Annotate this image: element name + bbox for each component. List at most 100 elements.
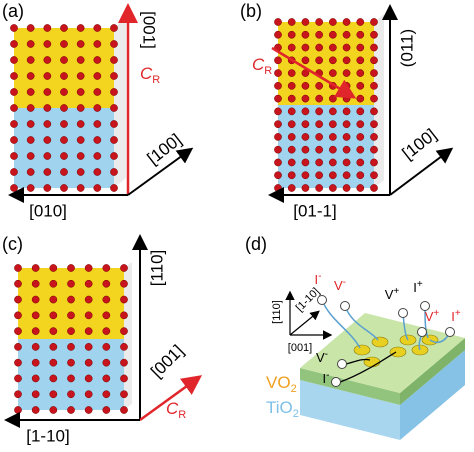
atom xyxy=(26,56,35,64)
atom xyxy=(342,171,351,180)
atom xyxy=(49,374,58,383)
probe-symbol: V xyxy=(316,350,325,365)
atom xyxy=(301,158,310,167)
atom xyxy=(76,24,85,32)
atom xyxy=(31,327,40,335)
atom xyxy=(31,406,40,414)
cr-label: CR xyxy=(252,55,272,76)
axis-label: [01-1] xyxy=(293,201,336,220)
crystal xyxy=(10,18,126,192)
atom xyxy=(356,30,365,39)
probe-label: V- xyxy=(316,349,328,366)
atom xyxy=(67,264,75,272)
atom xyxy=(120,343,128,351)
atom xyxy=(356,171,365,180)
atom xyxy=(102,264,111,272)
atom xyxy=(315,18,323,26)
atom xyxy=(301,184,310,192)
atom xyxy=(370,94,378,103)
atom xyxy=(10,24,18,32)
atom xyxy=(110,104,118,112)
atom xyxy=(301,18,310,26)
atom xyxy=(60,136,68,144)
atom xyxy=(315,145,323,154)
atom xyxy=(60,24,68,32)
atom xyxy=(60,56,68,64)
atom xyxy=(356,18,365,26)
atom xyxy=(342,18,351,26)
atom xyxy=(274,30,282,39)
atom xyxy=(329,56,337,65)
atom xyxy=(110,24,118,32)
atom xyxy=(43,72,52,80)
atom xyxy=(60,40,68,48)
atom xyxy=(370,56,378,65)
atom xyxy=(84,406,93,414)
atom xyxy=(10,40,18,48)
atom xyxy=(301,107,310,116)
atom xyxy=(14,374,22,383)
axis-label: [100] xyxy=(144,130,185,168)
probe-symbol: V xyxy=(334,278,343,293)
atom xyxy=(329,133,337,141)
atom xyxy=(287,107,296,116)
atom xyxy=(76,56,85,64)
atom xyxy=(26,184,35,192)
atom xyxy=(26,152,35,160)
cr-label: CR xyxy=(166,399,186,420)
atom xyxy=(102,279,111,288)
atom xyxy=(43,56,52,64)
probe-label: I- xyxy=(323,370,330,387)
probe-labels: I-V-V+ I+V+ I+V-I- xyxy=(315,271,461,387)
atom xyxy=(315,30,323,39)
crystal xyxy=(274,14,384,192)
atom xyxy=(10,56,18,64)
axis-label: [1-10] xyxy=(26,426,69,445)
atom xyxy=(329,94,337,103)
atom xyxy=(26,120,35,128)
probe-label: V+ xyxy=(385,286,400,303)
atom xyxy=(315,43,323,52)
atom xyxy=(342,30,351,39)
atom xyxy=(301,171,310,180)
atom xyxy=(102,374,111,383)
atom xyxy=(60,152,68,160)
atom xyxy=(26,168,35,176)
atom xyxy=(120,311,128,320)
probe-sign: + xyxy=(417,279,423,290)
atom xyxy=(76,88,85,96)
atom xyxy=(26,136,35,144)
atom xyxy=(329,145,337,154)
atom xyxy=(31,311,40,320)
atom xyxy=(49,311,58,320)
atom xyxy=(102,343,111,351)
atom xyxy=(84,327,93,335)
atom xyxy=(120,390,128,399)
layer-label: VO2 xyxy=(266,373,297,394)
atom xyxy=(76,152,85,160)
atom xyxy=(93,104,102,112)
atom xyxy=(356,107,365,116)
atom xyxy=(93,168,102,176)
atom xyxy=(31,295,40,304)
atom xyxy=(93,24,102,32)
probe-symbol: I xyxy=(413,280,417,295)
atom xyxy=(370,184,378,192)
atom xyxy=(370,30,378,39)
vo2-block xyxy=(18,268,124,339)
atom xyxy=(301,94,310,103)
atom xyxy=(329,184,337,192)
atom xyxy=(60,184,68,192)
probe-symbol: I xyxy=(451,309,455,324)
atom xyxy=(274,69,282,77)
atom xyxy=(102,406,111,414)
axis xyxy=(389,147,454,196)
atom xyxy=(287,158,296,167)
atom xyxy=(342,81,351,90)
probe-symbol: I xyxy=(315,272,319,287)
atom xyxy=(76,40,85,48)
axis-label: [001] xyxy=(288,342,312,354)
atom xyxy=(31,358,40,367)
atom xyxy=(356,69,365,77)
atom xyxy=(315,171,323,180)
